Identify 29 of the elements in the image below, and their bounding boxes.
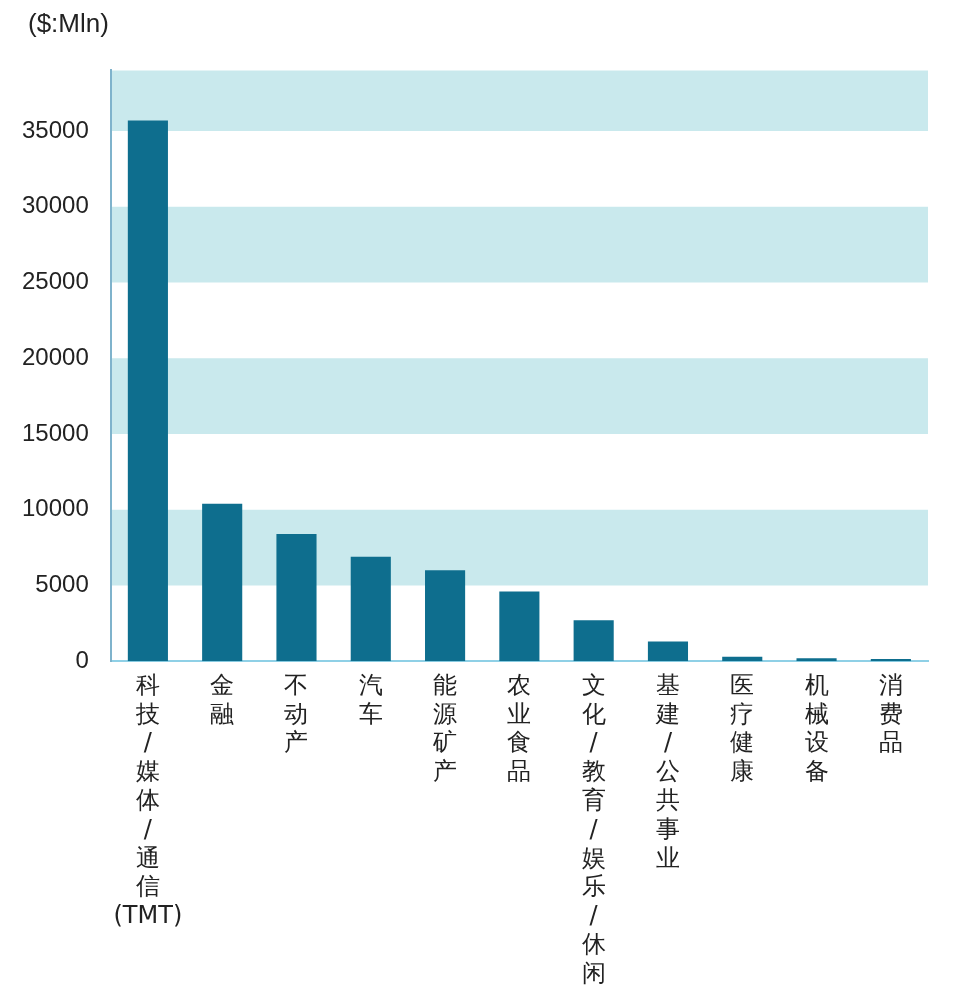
category-label: 文化/教育/娱乐/休闲 (581, 670, 606, 987)
y-tick-label: 35000 (21, 115, 89, 143)
bar (499, 591, 540, 662)
y-tick-label: 10000 (21, 494, 89, 522)
x-tick-label: 医疗健康 (730, 670, 755, 786)
category-label: 科技/媒体/通信(TMT) (113, 670, 183, 930)
x-tick-label: 机械设备 (804, 670, 829, 786)
x-tick-label: 基建/公共事业 (654, 670, 680, 872)
bar (425, 570, 466, 662)
bar (127, 120, 168, 662)
x-tick-label: 能源矿产 (432, 670, 458, 786)
y-tick-label: 15000 (21, 418, 89, 446)
y-tick-label: 30000 (21, 191, 89, 219)
x-tick-label: 汽车 (358, 670, 383, 728)
y-tick-label: 5000 (35, 570, 89, 598)
bar (276, 533, 317, 662)
x-tick-label: 农业食品 (507, 670, 532, 786)
x-tick-label: 消费品 (878, 670, 903, 757)
x-tick-label: 不动产 (284, 670, 309, 757)
bar (796, 658, 837, 662)
y-tick-label: 25000 (21, 267, 89, 295)
bar (573, 620, 614, 662)
x-tick-label: 金融 (210, 670, 235, 728)
bar (202, 503, 243, 662)
bar (647, 641, 689, 662)
y-tick-label: 0 (75, 645, 89, 673)
y-tick-label: 20000 (21, 342, 89, 370)
bar (350, 556, 391, 662)
y-axis-title: ($:Mln) (28, 8, 110, 40)
